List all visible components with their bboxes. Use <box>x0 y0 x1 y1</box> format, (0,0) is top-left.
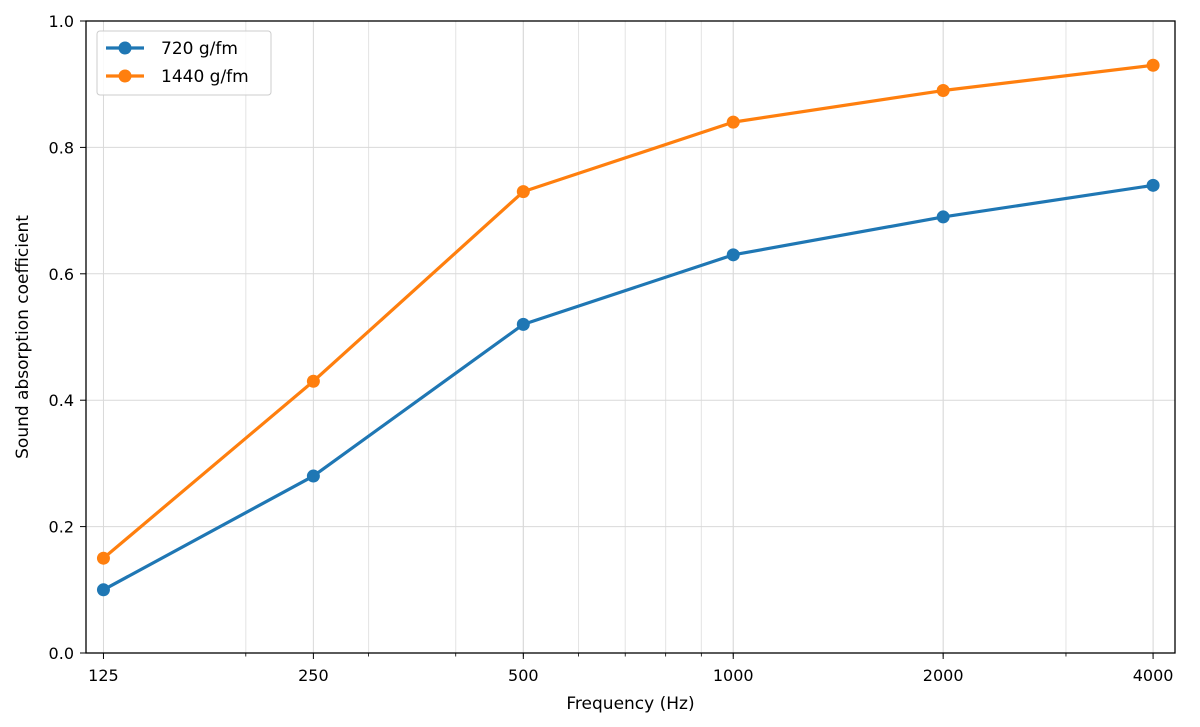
x-tick-label: 2000 <box>923 666 964 685</box>
data-point <box>306 374 320 388</box>
x-tick-label: 125 <box>88 666 119 685</box>
y-tick-label: 0.2 <box>49 518 74 537</box>
series-line <box>101 63 1155 560</box>
data-point <box>936 210 950 224</box>
data-point <box>516 185 530 199</box>
legend-item: 720 g/fm <box>106 39 238 59</box>
legend: 720 g/fm 1440 g/fm <box>96 30 272 96</box>
y-tick-label: 0.0 <box>49 644 74 663</box>
y-tick-label: 0.6 <box>49 265 74 284</box>
legend-item: 1440 g/fm <box>106 67 249 87</box>
data-point <box>936 84 950 98</box>
series-2 <box>96 58 1160 565</box>
x-axis-label: Frequency (Hz) <box>566 694 694 714</box>
data-point <box>726 248 740 262</box>
y-tick-label: 0.8 <box>49 138 74 157</box>
x-tick-label: 4000 <box>1133 666 1174 685</box>
legend-swatch-marker <box>118 41 132 55</box>
y-tick-label: 0.4 <box>49 391 74 410</box>
x-tick-label: 500 <box>508 666 539 685</box>
data-point <box>96 583 110 597</box>
data-point <box>306 469 320 483</box>
data-point <box>726 115 740 129</box>
data-point <box>516 317 530 331</box>
legend-label: 720 g/fm <box>161 39 238 59</box>
y-axis-label: Sound absorption coefficient <box>13 215 33 459</box>
data-point <box>1146 178 1160 192</box>
legend-label: 1440 g/fm <box>161 67 249 87</box>
y-tick-label: 1.0 <box>49 12 74 31</box>
axis-ticks: 125 250 500 1000 2000 4000 0.0 0.2 0.4 0.6 0.8 1.0 <box>49 12 1174 685</box>
legend-swatch-marker <box>118 69 132 83</box>
x-tick-label: 250 <box>298 666 329 685</box>
x-tick-label: 1000 <box>713 666 754 685</box>
data-point <box>1146 58 1160 72</box>
plot-frame <box>85 20 1176 654</box>
series-layer <box>96 58 1160 597</box>
series-line <box>101 183 1155 592</box>
series-1 <box>96 178 1160 597</box>
data-point <box>96 551 110 565</box>
grid-lines <box>86 21 1175 653</box>
